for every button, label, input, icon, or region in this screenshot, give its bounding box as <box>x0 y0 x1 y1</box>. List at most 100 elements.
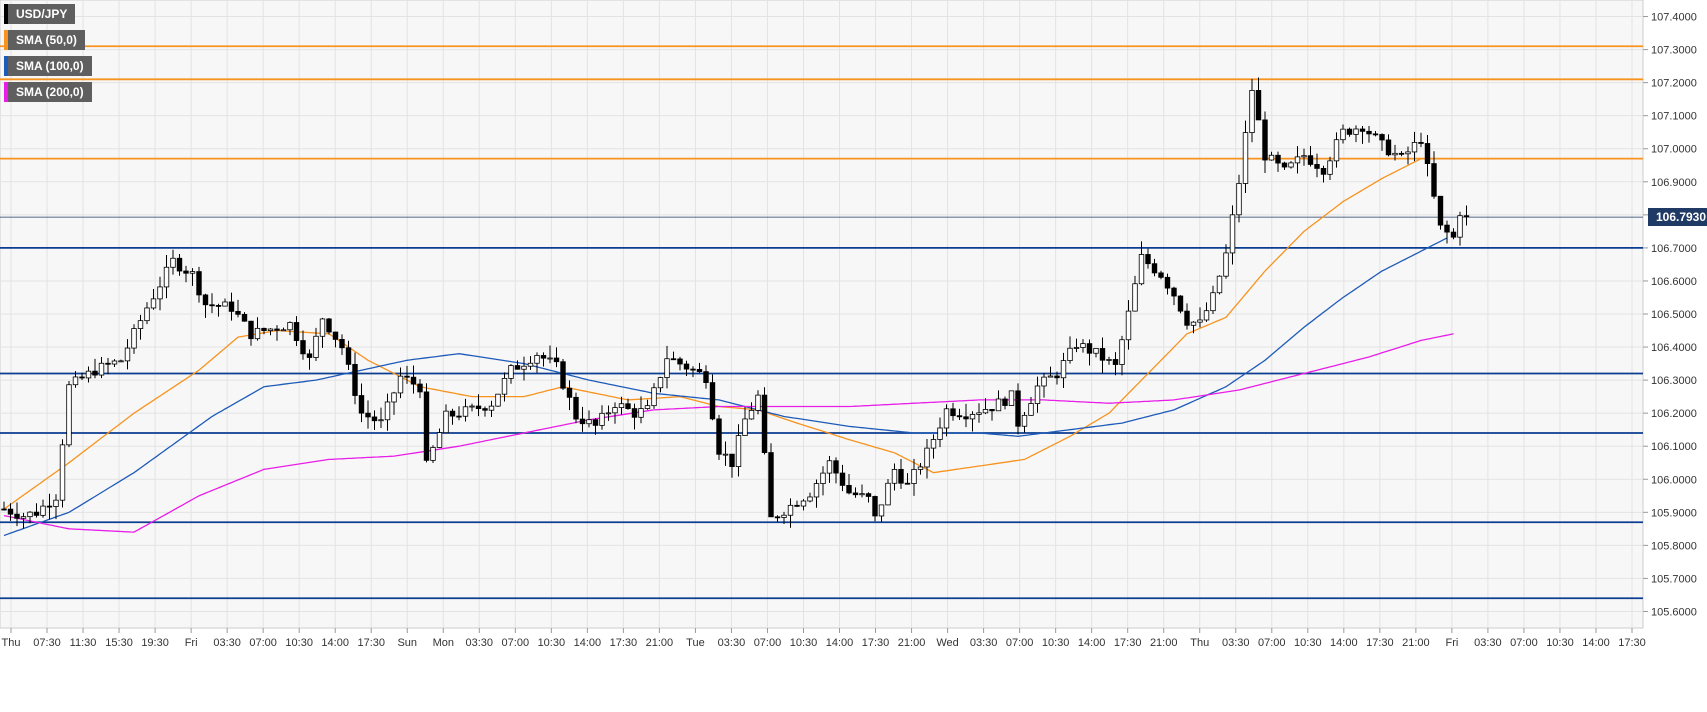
x-tick-label: 17:30 <box>1366 637 1394 649</box>
candle-body <box>371 416 378 422</box>
x-tick-label: Sun <box>397 637 417 649</box>
candle-body <box>1379 134 1385 141</box>
x-tick-label: Wed <box>936 637 958 649</box>
candle-body <box>605 412 612 415</box>
x-tick-label: 14:00 <box>1078 637 1106 649</box>
x-tick-label: 17:30 <box>610 637 638 649</box>
x-tick-label: 07:00 <box>502 637 530 649</box>
candle-body <box>443 410 449 434</box>
candle-body <box>1190 321 1197 326</box>
candle-body <box>241 313 248 322</box>
candle-body <box>1028 403 1034 416</box>
candle-body <box>586 419 592 425</box>
candle-body <box>1320 168 1327 175</box>
candle-body <box>950 408 956 417</box>
candle-body <box>1463 215 1470 218</box>
y-tick-label: 106.5000 <box>1651 309 1697 321</box>
candle-body <box>690 368 696 371</box>
candle-body <box>898 468 904 484</box>
candle-body <box>560 361 566 389</box>
candle-body <box>1249 90 1255 134</box>
candle-body <box>378 419 384 422</box>
legend-item-sma-100[interactable]: SMA (100,0) <box>4 56 92 76</box>
candle-body <box>1450 231 1457 238</box>
candle-body <box>566 387 573 398</box>
candle-body <box>1444 224 1450 233</box>
candle-body <box>85 370 92 379</box>
candle-body <box>1054 375 1060 379</box>
x-tick-label: Mon <box>433 637 454 649</box>
x-axis: Thu 07:30 11:30 15:30 19:30 Fri 03:30 07:00 10:3… <box>2 628 1646 649</box>
candle-body <box>683 363 690 370</box>
candle-body <box>274 328 280 331</box>
candle-body <box>66 384 72 446</box>
x-tick-label: 03:30 <box>213 637 241 649</box>
candle-body <box>98 362 105 376</box>
candle-body <box>1255 90 1262 121</box>
candle-body <box>1424 143 1431 164</box>
candle-body <box>885 482 891 506</box>
candle-body <box>573 396 579 420</box>
candle-body <box>345 347 352 365</box>
x-tick-label: 07:00 <box>1006 637 1034 649</box>
candle-body <box>1119 339 1125 365</box>
candle-body <box>670 358 677 361</box>
candle-body <box>1164 276 1171 289</box>
candle-body <box>462 406 469 417</box>
y-tick-label: 107.2000 <box>1651 78 1697 90</box>
candle-body <box>612 407 618 414</box>
y-tick-label: 107.0000 <box>1651 144 1697 156</box>
x-tick-label: 14:00 <box>1582 637 1610 649</box>
candle-body <box>963 416 969 420</box>
candle-body <box>891 468 898 484</box>
candle-body <box>267 328 274 331</box>
y-tick-label: 107.1000 <box>1651 111 1697 123</box>
candle-body <box>800 500 807 507</box>
candle-body <box>722 453 729 456</box>
candle-body <box>1002 398 1008 406</box>
legend-item-usdjpy[interactable]: USD/JPY <box>4 4 76 24</box>
candle-body <box>423 391 430 461</box>
candle-body <box>287 322 293 331</box>
candle-body <box>1262 119 1268 161</box>
x-tick-label: 07:30 <box>33 637 61 649</box>
x-tick-label: 17:30 <box>1618 637 1646 649</box>
candle-body <box>943 408 950 429</box>
x-tick-label: 14:00 <box>321 637 349 649</box>
candle-body <box>456 415 462 418</box>
y-tick-label: 106.2000 <box>1651 408 1697 420</box>
candle-body <box>1060 360 1067 379</box>
candle-body <box>1457 215 1463 238</box>
candle-body <box>1411 141 1418 153</box>
candle-body <box>1340 128 1346 141</box>
legend-item-sma-50[interactable]: SMA (50,0) <box>4 30 85 50</box>
candle-body <box>189 271 196 274</box>
candle-body <box>417 383 423 393</box>
y-axis: 105.6000 105.7000 105.8000 105.9000 106.0000… <box>1643 12 1697 618</box>
y-tick-label: 105.9000 <box>1651 507 1697 519</box>
candle-body <box>397 375 404 394</box>
candle-body <box>196 271 202 296</box>
candle-body <box>202 294 209 306</box>
candle-body <box>157 286 163 300</box>
y-tick-label: 105.8000 <box>1651 540 1697 552</box>
candle-body <box>547 357 553 360</box>
candle-body <box>703 371 709 383</box>
candle-body <box>521 365 527 370</box>
candle-body <box>1106 359 1112 361</box>
candle-body <box>111 360 118 365</box>
candle-body <box>501 378 508 395</box>
candle-body <box>1385 139 1392 156</box>
candle-body <box>404 375 410 378</box>
candle-body <box>846 484 852 494</box>
candle-body <box>261 327 267 331</box>
legend-item-sma-200[interactable]: SMA (200,0) <box>4 82 92 102</box>
candle-body <box>1437 195 1444 226</box>
candle-body <box>430 447 436 461</box>
x-tick-label: 15:30 <box>105 637 133 649</box>
candle-body <box>293 322 300 341</box>
candle-body <box>326 318 332 333</box>
candle-body <box>254 327 261 340</box>
candle-body <box>904 482 911 485</box>
